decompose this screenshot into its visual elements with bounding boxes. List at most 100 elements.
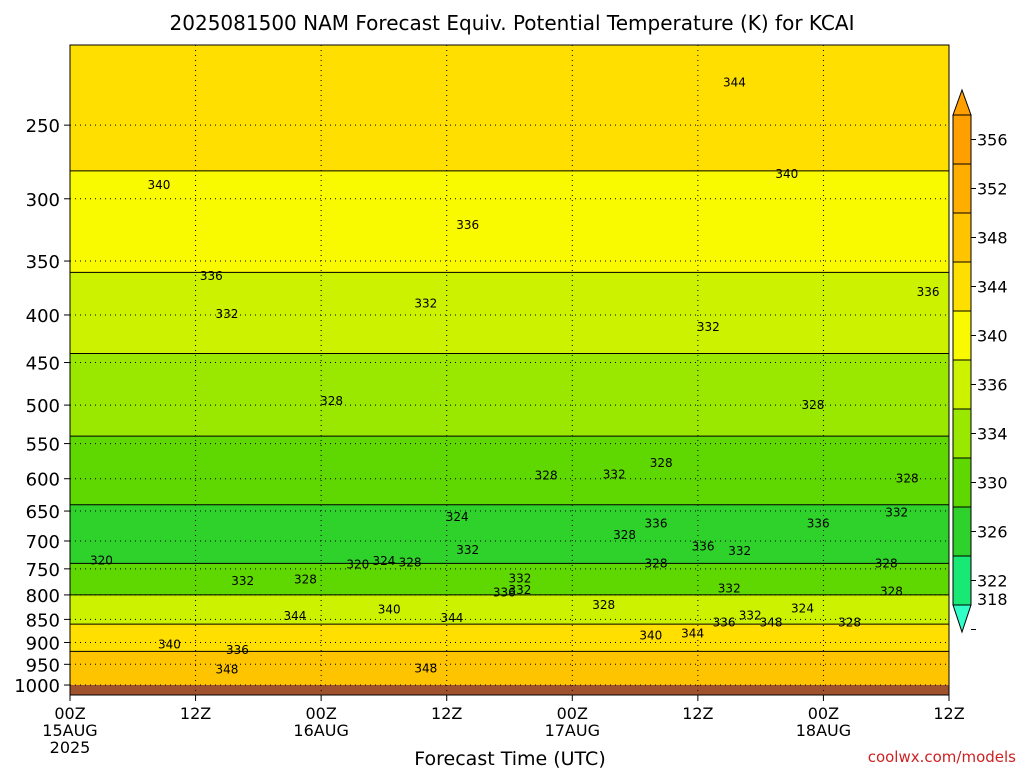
y-tick-label: 300 [26,190,60,211]
contour-label: 324 [446,510,469,524]
chart-title: 2025081500 NAM Forecast Equiv. Potential… [170,11,855,35]
y-tick-label: 450 [26,354,60,375]
colorbar-label: 352 [977,180,1008,199]
colorbar-label: 326 [977,523,1008,542]
y-tick-label: 700 [26,532,60,553]
x-tick-label: 00Z [557,704,588,723]
colorbar-swatch [952,163,972,214]
y-tick-label: 1000 [14,676,60,697]
contour-label: 324 [791,601,814,615]
contour-label: 328 [294,572,317,586]
contour-label: 328 [896,472,919,486]
contour-label: 328 [875,556,898,570]
contour-label: 344 [284,609,307,623]
contour-label: 348 [414,662,437,676]
theta-layer-344 [70,624,949,652]
colorbar-label: 334 [977,425,1008,444]
contour-label: 328 [320,394,343,408]
colorbar-swatch [952,506,972,557]
x-tick-label: 12Z [933,704,964,723]
x-tick-label: 12Z [431,704,462,723]
x-axis-label: Forecast Time (UTC) [414,748,605,768]
contour-label: 340 [775,167,798,181]
y-tick-label: 750 [26,560,60,581]
theta-layer-344 [70,45,949,171]
contour-label: 340 [158,638,181,652]
colorbar-swatch [952,114,972,165]
contour-label: 336 [807,516,830,530]
colorbar-label: 348 [977,229,1008,248]
contour-label: 344 [723,76,746,90]
x-tick-label: 00Z [305,704,336,723]
contour-label: 336 [645,516,668,530]
y-tick-label: 500 [26,396,60,417]
colorbar-label: 356 [977,131,1008,150]
x-tick-label: 00Z [54,704,85,723]
colorbar-label: 318 [977,590,1008,609]
y-tick-label: 250 [26,116,60,137]
contour-label: 320 [90,554,113,568]
contour-label: 336 [200,269,223,283]
contour-label: 328 [838,616,861,630]
x-tick-date-label: 17AUG [545,721,600,740]
y-tick-label: 550 [26,435,60,456]
x-tick-label: 12Z [682,704,713,723]
colorbar-swatch [952,408,972,459]
contour-label: 336 [456,218,479,232]
colorbar-label: 322 [977,572,1008,591]
colorbar-label: 340 [977,327,1008,346]
contour-label: 328 [802,398,825,412]
colorbar-swatch [952,261,972,312]
theta-layer-336 [70,594,949,625]
contour-label: 328 [645,556,668,570]
contour-label: 344 [681,626,704,640]
y-tick-label: 850 [26,610,60,631]
y-tick-label: 950 [26,655,60,676]
contour-label: 336 [692,540,715,554]
x-tick-date-label: 18AUG [796,721,851,740]
colorbar-bottom-arrow [952,604,972,634]
contour-label: 348 [760,616,783,630]
theta-e-field [70,45,949,695]
y-tick-label: 350 [26,252,60,273]
colorbar-label: 336 [977,376,1008,395]
contour-label: 332 [509,583,532,597]
y-tick-label: 600 [26,470,60,491]
surface-band [70,685,949,695]
theta-layer-326 [70,504,949,564]
contour-label: 340 [378,602,401,616]
theta-layer-332 [70,353,949,437]
contour-label: 332 [414,297,437,311]
colorbar-label: 330 [977,474,1008,493]
colorbar-top-arrow [952,88,972,116]
contour-label: 336 [226,643,249,657]
y-tick-label: 650 [26,502,60,523]
contour-label: 332 [231,574,254,588]
contour-label: 348 [216,662,239,676]
plot-frame [69,44,950,696]
theta-layer-330 [70,563,949,595]
theta-layer-340 [70,170,949,273]
colorbar-swatch [952,359,972,410]
x-tick-label: 00Z [808,704,839,723]
contour-label: 328 [592,598,615,612]
x-tick-date-label: 16AUG [293,721,348,740]
x-tick-date-label: 2025 [50,738,91,757]
y-tick-label: 400 [26,306,60,327]
pressure-axis: 2503003504004505005506006507007508008509… [14,116,70,697]
contour-label: 332 [216,307,239,321]
colorbar-swatch [952,555,972,606]
contour-label: 320 [346,558,369,572]
contour-label: 332 [697,320,720,334]
contour-label: 332 [456,543,479,557]
contour-label: 324 [372,554,395,568]
contour-label: 336 [493,585,516,599]
contour-label: 344 [440,611,463,625]
contour-label: 328 [399,555,422,569]
colorbar-swatch [952,457,972,508]
contour-label: 328 [535,468,558,482]
contour-label: 340 [147,178,170,192]
